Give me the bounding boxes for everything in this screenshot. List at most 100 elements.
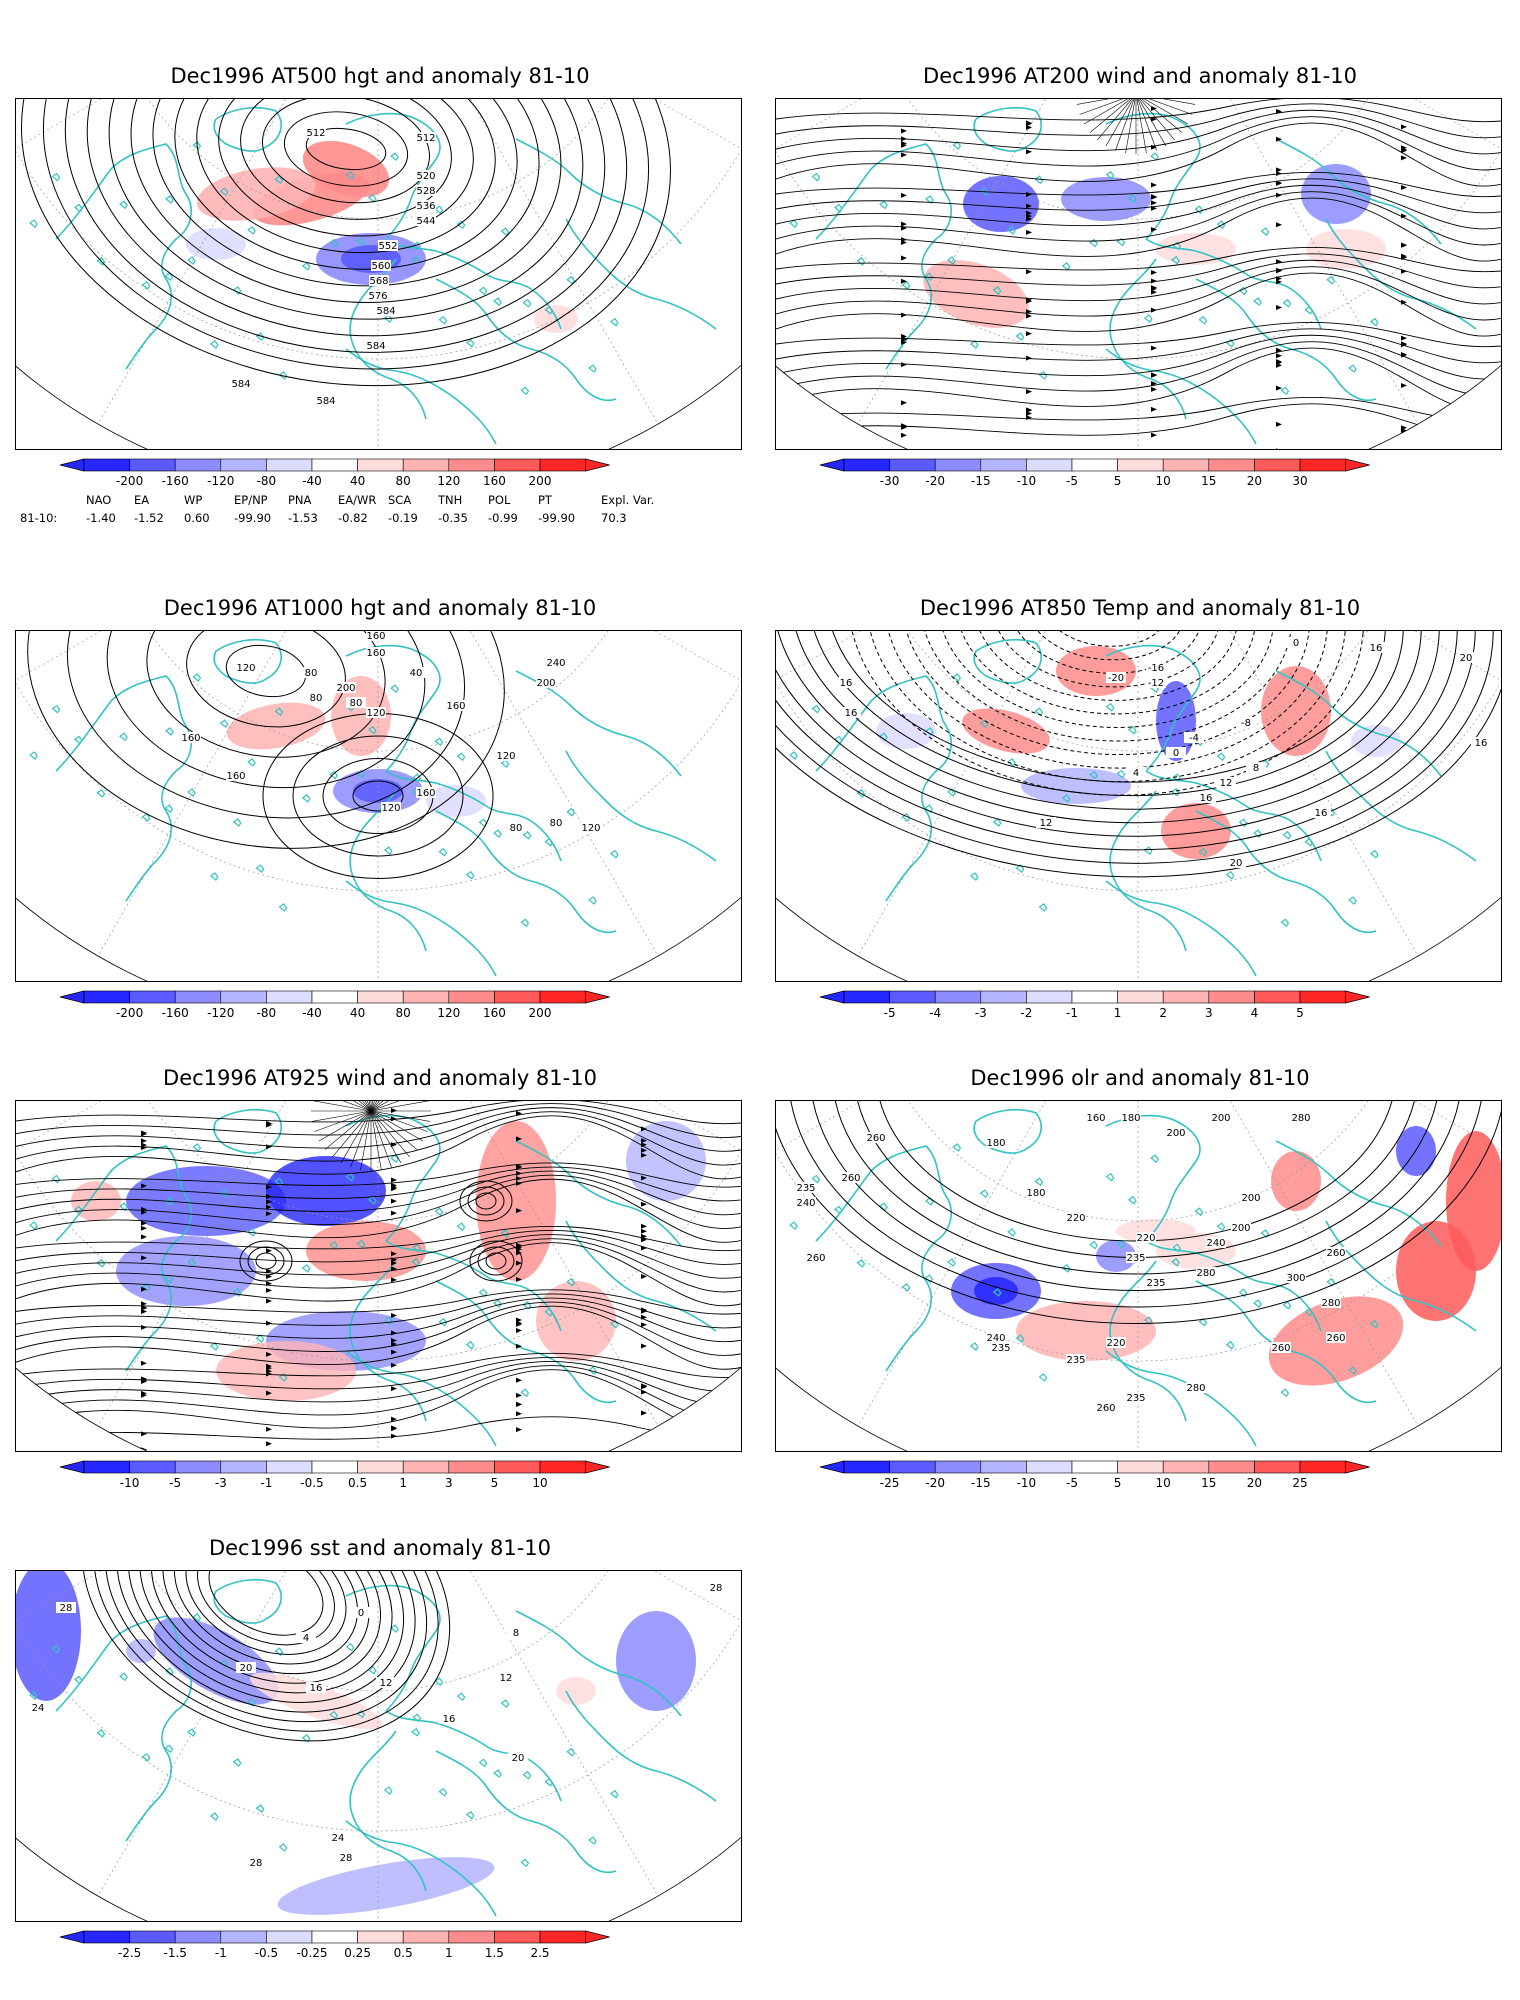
streamline-arrow [1151, 372, 1157, 378]
streamline-arrow [901, 152, 907, 158]
colorbar-segment [448, 1460, 495, 1474]
coastline-island [456, 752, 466, 762]
coastline-island [879, 200, 888, 210]
height-contour [292, 735, 464, 857]
coastline-island [438, 847, 448, 857]
panel-wind200: Dec1996 AT200 wind and anomaly 81-10 -30… [760, 60, 1520, 580]
contour-label-bg [1146, 677, 1166, 688]
temperature-contour [973, 631, 1239, 701]
coastline-island [73, 735, 83, 745]
streamline-arrow [1276, 347, 1282, 353]
colorbar-tick-label: 160 [483, 474, 506, 488]
streamline-arrow [266, 1320, 272, 1326]
longitude-gridline [377, 631, 741, 752]
colorbar-segment [174, 1930, 222, 1944]
contour-label-bg [986, 1332, 1006, 1343]
coastline-island [924, 1274, 934, 1284]
coastline-island [1143, 1316, 1153, 1325]
contour-label: 235 [796, 1183, 815, 1194]
colorbar-segment [1071, 1460, 1118, 1474]
coastline-island [992, 818, 1002, 827]
streamline-arrow [1401, 383, 1407, 389]
vortex [469, 1240, 523, 1282]
index-value: -1.52 [134, 511, 164, 525]
streamline-arrow [516, 1245, 522, 1251]
index-row-label: 81-10: [20, 511, 58, 525]
contour-label-bg [1286, 1272, 1306, 1283]
coastline-island [29, 751, 38, 760]
coastline-island [1038, 1373, 1048, 1382]
contour-label: 280 [1196, 1268, 1215, 1279]
coastline-island [456, 1692, 466, 1702]
vortex [475, 1192, 497, 1210]
anomaly-shading [1261, 666, 1331, 756]
colorbar-segment [1162, 990, 1210, 1004]
colorbar-segment [980, 990, 1027, 1004]
latitude-gridline [776, 631, 1501, 892]
colorbar-segment [843, 458, 890, 472]
contour-label: 584 [316, 396, 335, 407]
anomaly-shading [1161, 803, 1231, 859]
coastline-island [544, 1777, 554, 1787]
latitude-gridline [16, 631, 741, 892]
sst-contour [93, 1571, 439, 1732]
streamline-arrow [1151, 432, 1157, 438]
coastline-island [187, 1258, 196, 1267]
coastline-island [1238, 286, 1248, 296]
longitude-gridline [377, 99, 659, 425]
streamline [776, 184, 1501, 230]
coastline-island [1326, 1277, 1336, 1287]
coastline-island [96, 257, 106, 266]
streamline [370, 1101, 382, 1112]
coastline-island [879, 1202, 888, 1212]
colorbar-tick-label: -1 [260, 1476, 272, 1490]
streamline-arrow [641, 1152, 647, 1158]
coastline [565, 1690, 717, 1802]
colorbar-segment [1071, 990, 1118, 1004]
streamline [1135, 99, 1193, 115]
index-header: TNH [438, 493, 463, 507]
anomaly-shading [1056, 646, 1136, 696]
colorbar-segment [539, 458, 586, 472]
streamline-arrow [266, 1351, 272, 1357]
streamline-arrow [641, 1138, 647, 1144]
colorbar-tick-label: -5 [169, 1476, 181, 1490]
streamline-arrow [1026, 149, 1032, 155]
coastline [213, 638, 282, 684]
coastline-island [493, 297, 502, 306]
longitude-gridline [377, 631, 659, 957]
contour-label: 160 [446, 701, 465, 712]
streamline-arrow [1151, 345, 1157, 351]
coastline-island [1116, 1239, 1126, 1249]
coastline-island [1105, 170, 1115, 180]
coastline-island [209, 340, 219, 349]
streamline-arrow [901, 424, 907, 430]
streamline [350, 1101, 372, 1112]
contour-label: 536 [416, 201, 435, 212]
streamline-arrow [266, 1204, 272, 1210]
coastline [435, 278, 617, 401]
streamline-arrow [141, 1324, 147, 1330]
map-svg: 28 24 20 16 12 4 0 8 12 20 16 28 24 28 28 [16, 1571, 741, 1921]
streamline-arrow [141, 1431, 147, 1437]
streamline [1135, 99, 1196, 105]
contour-label-bg [1126, 767, 1146, 778]
colorbar-segment [1254, 990, 1301, 1004]
height-contour [86, 99, 606, 337]
contour-label-bg [1026, 1187, 1046, 1198]
coastline-island [232, 1758, 242, 1767]
panel-title: Dec1996 AT500 hgt and anomaly 81-10 [170, 64, 590, 88]
olr-contour [831, 1101, 1441, 1275]
colorbar-tick-label: 30 [1292, 474, 1307, 488]
streamline-arrow [266, 1441, 272, 1447]
streamline-arrow [901, 136, 907, 142]
coastline [515, 138, 682, 245]
contour-label: 568 [369, 276, 388, 287]
coastline [1105, 644, 1201, 772]
streamline-arrow [391, 1337, 397, 1343]
contour-label: 584 [231, 379, 250, 390]
streamline-arrow [1276, 180, 1282, 186]
streamline-arrow [901, 400, 907, 406]
streamline-arrow [641, 1384, 647, 1390]
